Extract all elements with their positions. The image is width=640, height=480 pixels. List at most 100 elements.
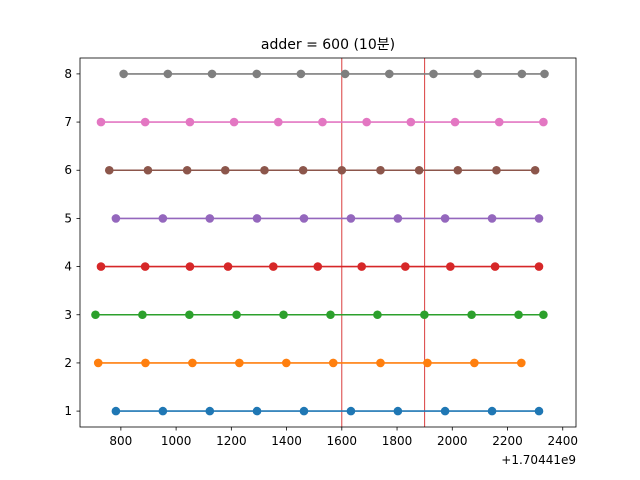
point-6-4 xyxy=(260,165,269,175)
point-6-6 xyxy=(337,165,347,175)
point-4-7 xyxy=(401,262,410,271)
series-5 xyxy=(111,214,544,223)
point-5-1 xyxy=(158,214,168,223)
point-5-3 xyxy=(252,214,262,223)
point-5-2 xyxy=(205,214,215,223)
point-6-3 xyxy=(220,165,230,175)
point-4-9 xyxy=(490,262,500,271)
point-2-0 xyxy=(93,358,103,368)
series-1 xyxy=(111,406,544,416)
point-3-1 xyxy=(138,310,147,320)
point-3-8 xyxy=(467,310,476,320)
point-4-5 xyxy=(313,262,323,271)
point-5-9 xyxy=(534,214,544,223)
point-8-5 xyxy=(340,69,350,79)
point-3-2 xyxy=(185,310,194,320)
x-axis: 800 1000 1200 1400 1600 1800 2000 2200 2400 xyxy=(109,427,578,448)
point-6-1 xyxy=(143,165,153,175)
point-1-5 xyxy=(346,406,356,416)
point-7-4 xyxy=(273,117,283,127)
point-8-9 xyxy=(517,69,527,79)
y-tick-label-3: 3 xyxy=(64,308,72,322)
y-axis: 1 2 3 4 5 6 7 8 xyxy=(64,67,80,418)
x-tick-label-1200: 1200 xyxy=(216,434,247,448)
point-1-7 xyxy=(440,406,450,416)
point-1-0 xyxy=(111,406,121,416)
y-tick-label-2: 2 xyxy=(64,356,72,370)
point-7-3 xyxy=(229,117,239,127)
point-5-0 xyxy=(111,214,121,223)
point-4-6 xyxy=(357,262,366,271)
chart-title: adder = 600 (10분) xyxy=(261,37,395,53)
x-offset-label: +1.70441e9 xyxy=(501,453,576,467)
point-3-6 xyxy=(373,310,382,320)
point-7-2 xyxy=(185,117,195,127)
y-tick-label-1: 1 xyxy=(64,404,72,418)
point-8-1 xyxy=(163,69,173,79)
point-3-0 xyxy=(91,310,100,320)
x-tick-label-2000: 2000 xyxy=(437,434,468,448)
point-2-8 xyxy=(470,358,479,368)
point-2-3 xyxy=(235,358,244,368)
point-1-2 xyxy=(205,406,215,416)
point-1-9 xyxy=(534,406,544,416)
point-1-3 xyxy=(252,406,262,416)
point-8-7 xyxy=(429,69,438,79)
series-4 xyxy=(96,262,544,271)
point-4-3 xyxy=(223,262,233,271)
point-1-6 xyxy=(393,406,403,416)
plot-area-frame xyxy=(79,57,577,428)
point-5-4 xyxy=(299,214,309,223)
point-8-8 xyxy=(473,69,482,79)
point-8-10 xyxy=(540,69,549,79)
series-2 xyxy=(93,358,526,368)
point-6-5 xyxy=(298,165,308,175)
point-2-1 xyxy=(141,358,150,368)
point-6-7 xyxy=(376,165,385,175)
point-5-5 xyxy=(346,214,356,223)
point-8-3 xyxy=(252,69,262,79)
x-tick-label-1400: 1400 xyxy=(271,434,302,448)
x-tick-label-2200: 2200 xyxy=(492,434,523,448)
point-3-9 xyxy=(514,310,523,320)
point-6-10 xyxy=(492,165,501,175)
point-8-2 xyxy=(207,69,217,79)
point-4-0 xyxy=(96,262,106,271)
point-6-11 xyxy=(530,165,540,175)
point-4-2 xyxy=(185,262,195,271)
point-7-6 xyxy=(362,117,371,127)
vertical-lines xyxy=(341,58,426,427)
point-6-9 xyxy=(453,165,463,175)
point-8-6 xyxy=(385,69,394,79)
point-4-8 xyxy=(446,262,455,271)
point-5-6 xyxy=(393,214,403,223)
point-4-10 xyxy=(534,262,544,271)
point-6-0 xyxy=(104,165,114,175)
x-tick-label-1800: 1800 xyxy=(382,434,413,448)
x-tick-label-1000: 1000 xyxy=(161,434,192,448)
point-1-4 xyxy=(299,406,309,416)
point-2-7 xyxy=(423,358,432,368)
x-tick-label-1600: 1600 xyxy=(327,434,358,448)
point-5-7 xyxy=(440,214,450,223)
y-tick-label-4: 4 xyxy=(64,260,72,274)
y-tick-label-5: 5 xyxy=(64,211,72,225)
point-2-2 xyxy=(188,358,197,368)
point-1-8 xyxy=(487,406,497,416)
point-7-5 xyxy=(318,117,327,127)
point-7-1 xyxy=(140,117,150,127)
point-7-8 xyxy=(450,117,460,127)
point-2-9 xyxy=(517,358,526,368)
y-tick-label-8: 8 xyxy=(64,67,72,81)
x-tick-label-800: 800 xyxy=(109,434,132,448)
series-3 xyxy=(91,310,548,320)
point-7-0 xyxy=(96,117,106,127)
point-4-4 xyxy=(269,262,278,271)
point-3-5 xyxy=(326,310,335,320)
point-7-10 xyxy=(539,117,548,127)
point-2-4 xyxy=(281,358,291,368)
point-5-8 xyxy=(487,214,497,223)
series-6 xyxy=(104,165,540,175)
series-8 xyxy=(119,69,549,79)
point-8-4 xyxy=(296,69,306,79)
